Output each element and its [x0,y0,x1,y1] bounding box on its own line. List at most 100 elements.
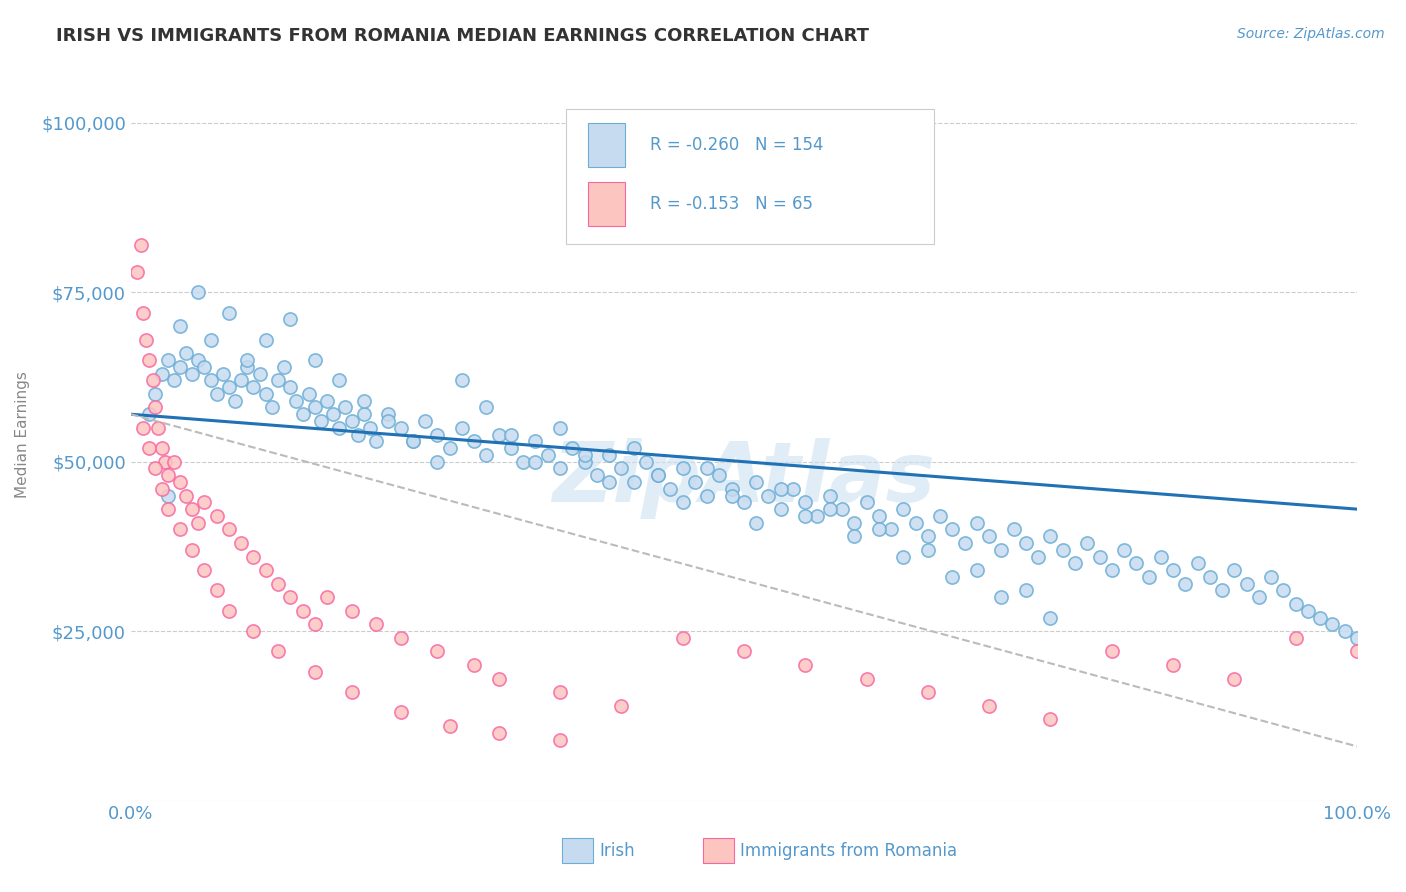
Point [169,523,191,537]
Point [132,305,155,319]
Point [844,516,866,530]
Point [1161,563,1184,577]
Point [205,583,228,598]
Point [598,448,620,462]
Point [574,448,596,462]
Point [844,529,866,543]
Point [831,502,853,516]
Point [941,570,963,584]
Point [623,475,645,489]
Point [285,393,308,408]
Point [309,414,332,428]
Point [377,407,399,421]
Point [524,434,547,449]
Point [218,305,240,319]
Point [1187,557,1209,571]
Point [634,455,657,469]
Bar [588,123,626,168]
Point [346,427,368,442]
Point [1174,576,1197,591]
Point [278,591,301,605]
Point [156,502,179,516]
Point [145,387,167,401]
Point [169,359,191,374]
Point [1026,549,1049,564]
Point [169,475,191,489]
Point [1161,658,1184,673]
Point [142,373,165,387]
Point [146,421,169,435]
Point [364,434,387,449]
Point [891,549,914,564]
Point [548,421,571,435]
Text: ZipAtlas: ZipAtlas [553,438,935,519]
Point [132,421,155,435]
Point [316,591,339,605]
Point [868,508,890,523]
Point [672,461,695,475]
Point [291,604,314,618]
Point [218,523,240,537]
Point [966,516,988,530]
Point [696,489,718,503]
Point [463,434,485,449]
Point [1088,549,1111,564]
Point [610,461,633,475]
Point [187,353,209,368]
Point [1076,536,1098,550]
Point [335,401,357,415]
Point [291,407,314,421]
Point [917,542,939,557]
Point [353,407,375,421]
Point [672,495,695,509]
Bar [588,182,626,226]
Point [1039,610,1062,624]
Point [475,401,498,415]
Point [181,542,204,557]
Point [181,367,204,381]
Point [273,359,295,374]
Point [488,726,510,740]
Point [1198,570,1220,584]
Text: IRISH VS IMMIGRANTS FROM ROMANIA MEDIAN EARNINGS CORRELATION CHART: IRISH VS IMMIGRANTS FROM ROMANIA MEDIAN … [56,27,869,45]
Point [138,353,160,368]
Point [267,644,290,658]
Point [304,665,326,679]
Y-axis label: Median Earnings: Median Earnings [15,371,30,498]
Point [463,658,485,673]
Point [163,455,186,469]
Point [242,549,264,564]
Point [187,516,209,530]
Point [426,455,449,469]
Point [512,455,534,469]
Point [524,455,547,469]
Point [745,475,768,489]
Point [389,706,412,720]
Point [794,508,817,523]
Point [561,441,583,455]
Point [818,489,841,503]
Point [145,461,167,475]
Point [426,644,449,658]
Point [1333,624,1355,639]
Point [200,333,222,347]
Point [236,359,259,374]
Point [377,414,399,428]
Point [205,508,228,523]
Point [402,434,425,449]
Point [990,591,1012,605]
Point [659,482,682,496]
Point [153,455,176,469]
Point [193,495,215,509]
Point [340,604,363,618]
Point [242,624,264,639]
Point [574,455,596,469]
Point [145,401,167,415]
Point [260,401,283,415]
Point [1002,523,1025,537]
Point [1015,536,1038,550]
Point [174,489,197,503]
Point [818,502,841,516]
Point [193,563,215,577]
Point [548,685,571,699]
